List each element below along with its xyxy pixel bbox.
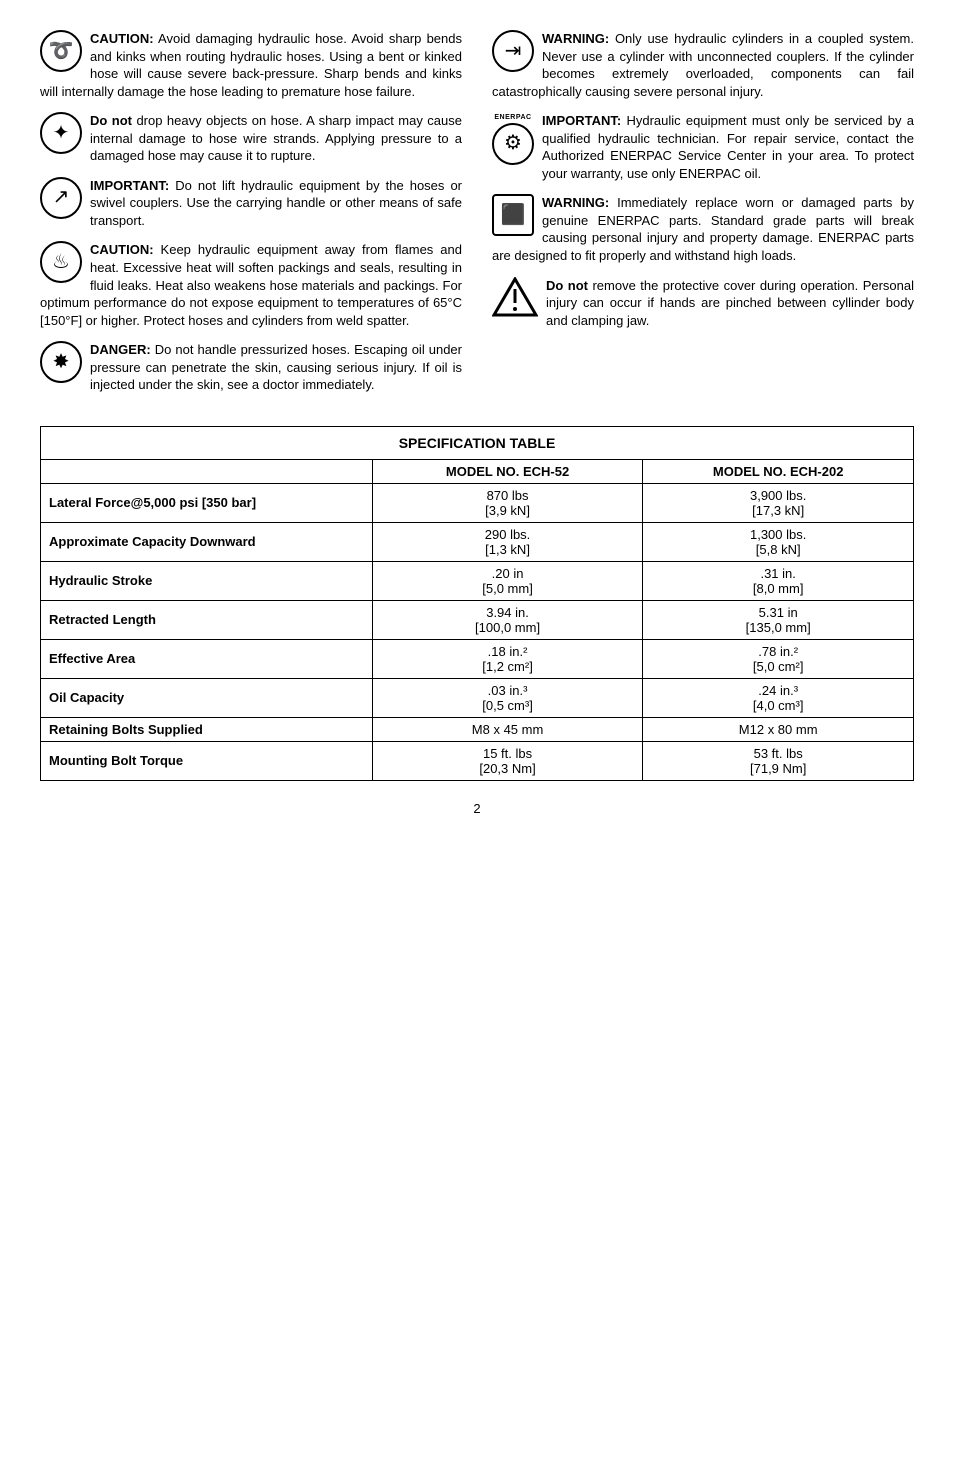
row-label: Retaining Bolts Supplied [41,717,373,741]
donot-drop-para: ✦ Do not drop heavy objects on hose. A s… [40,112,462,165]
flame-icon: ♨ [40,241,82,283]
label: IMPORTANT: [90,178,169,193]
enerpac-label: ENERPAC [492,113,534,122]
row-label: Lateral Force@5,000 psi [350 bar] [41,483,373,522]
model-header-2: MODEL NO. ECH-202 [643,459,914,483]
danger-hoses-para: ✸ DANGER: Do not handle pressurized hose… [40,341,462,394]
label: WARNING: [542,195,609,210]
label: WARNING: [542,31,609,46]
coupler-icon: ⇥ [492,30,534,72]
empty-header [41,459,373,483]
row-val1: 870 lbs[3,9 kN] [372,483,643,522]
row-val2: .24 in.³[4,0 cm³] [643,678,914,717]
row-label: Retracted Length [41,600,373,639]
row-val1: 290 lbs.[1,3 kN] [372,522,643,561]
row-val1: 15 ft. lbs[20,3 Nm] [372,741,643,780]
impact-icon: ✦ [40,112,82,154]
gear-icon: ⚙ [492,123,534,165]
table-row: Hydraulic Stroke .20 in[5,0 mm] .31 in.[… [41,561,914,600]
table-row: Lateral Force@5,000 psi [350 bar] 870 lb… [41,483,914,522]
row-label: Approximate Capacity Downward [41,522,373,561]
model-header-1: MODEL NO. ECH-52 [372,459,643,483]
table-row: Approximate Capacity Downward 290 lbs.[1… [41,522,914,561]
label: IMPORTANT: [542,113,621,128]
label: Do not [546,278,588,293]
arrow-icon: ↗ [40,177,82,219]
row-val2: 1,300 lbs.[5,8 kN] [643,522,914,561]
row-val1: .03 in.³[0,5 cm³] [372,678,643,717]
two-column-body: ➰ CAUTION: Avoid damaging hydraulic hose… [40,30,914,406]
loop-icon: ➰ [40,30,82,72]
label: CAUTION: [90,31,154,46]
table-row: Retaining Bolts Supplied M8 x 45 mm M12 … [41,717,914,741]
row-val2: .78 in.²[5,0 cm²] [643,639,914,678]
left-column: ➰ CAUTION: Avoid damaging hydraulic hose… [40,30,462,406]
page-number: 2 [40,801,914,816]
text: remove the protective cover during opera… [546,278,914,328]
row-label: Hydraulic Stroke [41,561,373,600]
row-val1: .18 in.²[1,2 cm²] [372,639,643,678]
row-val2: 53 ft. lbs[71,9 Nm] [643,741,914,780]
warning-parts-para: ⬛ WARNING: Immediately replace worn or d… [492,194,914,264]
donot-cover-para: Do not remove the protective cover durin… [492,277,914,330]
label: CAUTION: [90,242,154,257]
parts-icon: ⬛ [492,194,534,236]
enerpac-icon-wrap: ENERPAC ⚙ [492,112,534,166]
row-val1: M8 x 45 mm [372,717,643,741]
row-label: Mounting Bolt Torque [41,741,373,780]
specification-table: SPECIFICATION TABLE MODEL NO. ECH-52 MOD… [40,426,914,781]
row-val1: 3.94 in.[100,0 mm] [372,600,643,639]
caution-heat-para: ♨ CAUTION: Keep hydraulic equipment away… [40,241,462,329]
table-title: SPECIFICATION TABLE [41,426,914,459]
warning-triangle-icon [492,277,538,317]
text: drop heavy objects on hose. A sharp impa… [90,113,462,163]
caution-hose-para: ➰ CAUTION: Avoid damaging hydraulic hose… [40,30,462,100]
row-label: Oil Capacity [41,678,373,717]
important-lift-para: ↗ IMPORTANT: Do not lift hydraulic equip… [40,177,462,230]
table-row: Mounting Bolt Torque 15 ft. lbs[20,3 Nm]… [41,741,914,780]
burst-icon: ✸ [40,341,82,383]
right-column: ⇥ WARNING: Only use hydraulic cylinders … [492,30,914,406]
row-val2: 3,900 lbs.[17,3 kN] [643,483,914,522]
warning-coupled-para: ⇥ WARNING: Only use hydraulic cylinders … [492,30,914,100]
table-row: Retracted Length 3.94 in.[100,0 mm] 5.31… [41,600,914,639]
table-row: Effective Area .18 in.²[1,2 cm²] .78 in.… [41,639,914,678]
row-val2: M12 x 80 mm [643,717,914,741]
row-val1: .20 in[5,0 mm] [372,561,643,600]
label: DANGER: [90,342,151,357]
important-service-para: ENERPAC ⚙ IMPORTANT: Hydraulic equipment… [492,112,914,182]
table-row: Oil Capacity .03 in.³[0,5 cm³] .24 in.³[… [41,678,914,717]
row-val2: 5.31 in[135,0 mm] [643,600,914,639]
row-label: Effective Area [41,639,373,678]
row-val2: .31 in.[8,0 mm] [643,561,914,600]
label: Do not [90,113,132,128]
